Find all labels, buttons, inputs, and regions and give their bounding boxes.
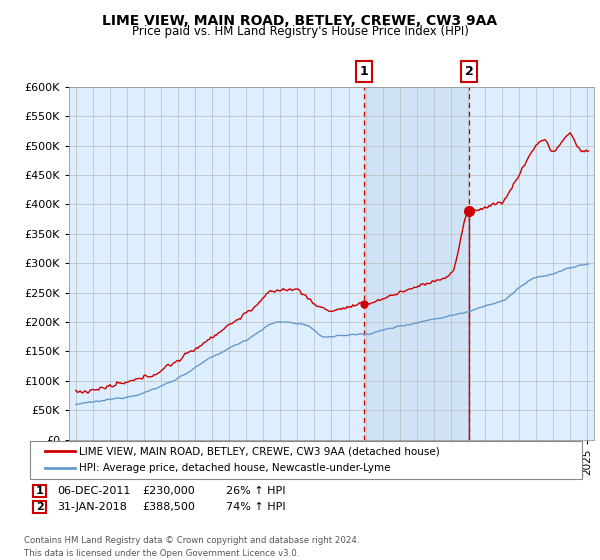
Text: LIME VIEW, MAIN ROAD, BETLEY, CREWE, CW3 9AA (detached house): LIME VIEW, MAIN ROAD, BETLEY, CREWE, CW3…: [79, 446, 440, 456]
Text: HPI: Average price, detached house, Newcastle-under-Lyme: HPI: Average price, detached house, Newc…: [79, 463, 391, 473]
Text: 74% ↑ HPI: 74% ↑ HPI: [226, 502, 286, 512]
Text: 1: 1: [36, 486, 43, 496]
Text: £230,000: £230,000: [142, 486, 195, 496]
Text: 26% ↑ HPI: 26% ↑ HPI: [226, 486, 286, 496]
Bar: [364, 87, 469, 440]
Text: 2: 2: [465, 65, 473, 78]
Text: Price paid vs. HM Land Registry's House Price Index (HPI): Price paid vs. HM Land Registry's House …: [131, 25, 469, 38]
Text: LIME VIEW, MAIN ROAD, BETLEY, CREWE, CW3 9AA: LIME VIEW, MAIN ROAD, BETLEY, CREWE, CW3…: [103, 14, 497, 28]
Text: 31-JAN-2018: 31-JAN-2018: [57, 502, 127, 512]
Text: £388,500: £388,500: [142, 502, 195, 512]
Text: 1: 1: [360, 65, 368, 78]
Text: 2: 2: [36, 502, 43, 512]
Text: 06-DEC-2011: 06-DEC-2011: [57, 486, 130, 496]
Text: Contains HM Land Registry data © Crown copyright and database right 2024.
This d: Contains HM Land Registry data © Crown c…: [24, 536, 359, 558]
